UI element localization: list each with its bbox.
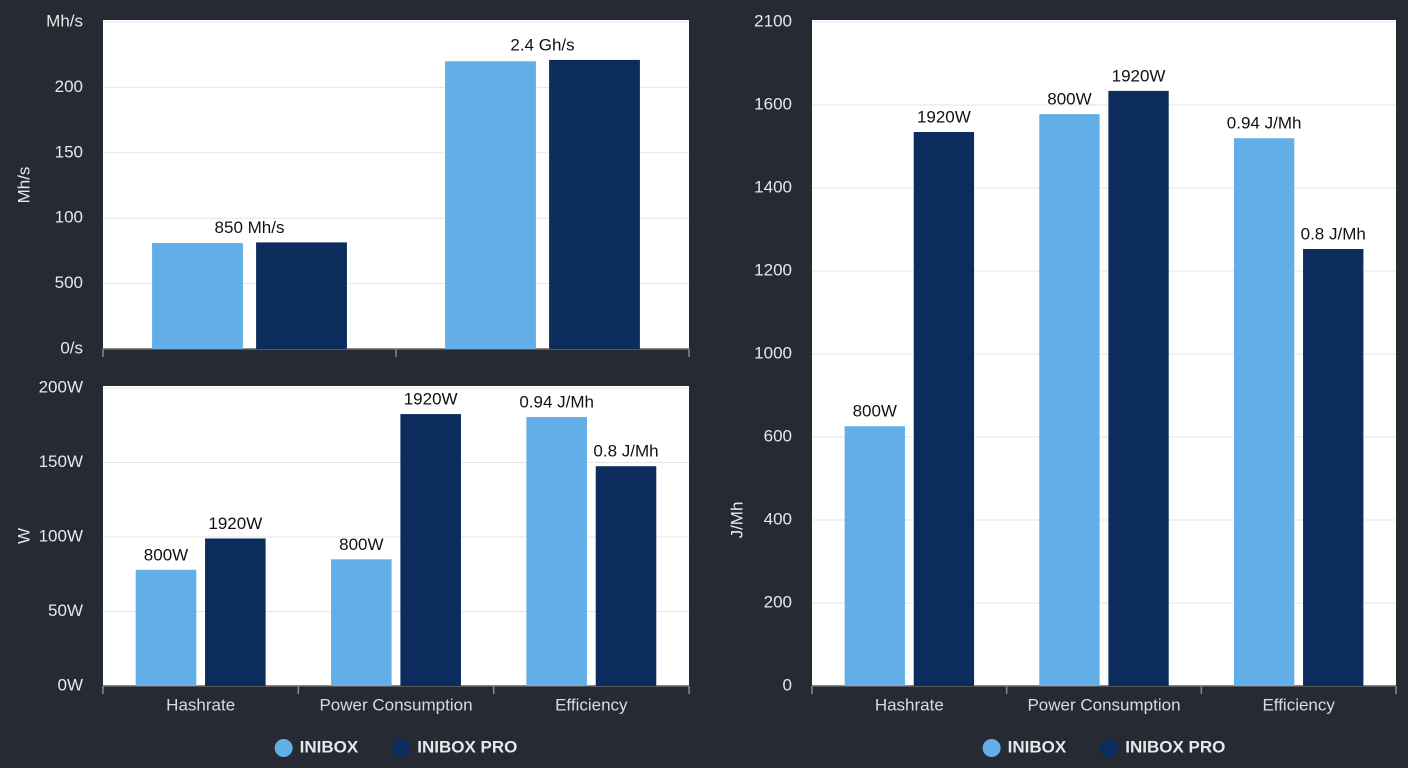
x-tick-label: Power Consumption: [319, 695, 472, 714]
legend-label: INIBOX PRO: [417, 737, 517, 756]
bar-label: 800W: [144, 545, 188, 564]
y-axis-title: J/Mh: [727, 502, 746, 539]
y-tick-label: 1600: [754, 94, 792, 113]
bar-label: 0.8 J/Mh: [1301, 224, 1366, 243]
x-tick-label: Efficiency: [555, 695, 628, 714]
bar-label: 0.94 J/Mh: [1227, 114, 1302, 133]
legend-label: INIBOX: [300, 737, 359, 756]
bar: [1039, 114, 1100, 686]
y-tick-label: 150: [55, 142, 83, 161]
y-tick-label: 400: [764, 509, 792, 528]
bar-label: 1920W: [917, 107, 971, 126]
legend-swatch: [982, 739, 1001, 757]
y-tick-label: 600: [764, 426, 792, 445]
y-tick-label: 500: [55, 273, 83, 292]
legend-swatch: [1100, 739, 1119, 757]
x-tick-label: Power Consumption: [1027, 695, 1180, 714]
y-tick-label: 150W: [39, 452, 83, 471]
legend-label: INIBOX PRO: [1125, 737, 1225, 756]
x-tick-label: Hashrate: [875, 695, 944, 714]
y-tick-label: 100: [55, 208, 83, 227]
bar: [1108, 90, 1169, 686]
bar: [526, 417, 587, 686]
y-tick-label: 100W: [39, 526, 83, 545]
bar: [205, 538, 266, 686]
plot-area: [103, 386, 689, 686]
y-tick-label: 50W: [48, 601, 83, 620]
legend-swatch: [274, 739, 293, 757]
bar: [1303, 249, 1364, 686]
y-tick-label: 0/s: [60, 338, 83, 357]
bar: [913, 131, 975, 687]
bar-label: 0.8 J/Mh: [593, 442, 658, 461]
bar: [331, 559, 392, 686]
bar-label: 800W: [339, 535, 383, 554]
bar-label: 1920W: [404, 390, 458, 409]
y-tick-label: 1000: [754, 343, 792, 362]
bar: [152, 243, 243, 349]
group-label: 2.4 Gh/s: [510, 35, 574, 54]
y-tick-label: 2100: [754, 11, 792, 30]
bar: [400, 414, 461, 686]
y-tick-label: 0: [783, 675, 792, 694]
bar: [445, 61, 536, 350]
legend-label: INIBOX: [1008, 737, 1067, 756]
bar: [135, 569, 197, 686]
bar-label: 1920W: [208, 514, 262, 533]
bar-label: 0.94 J/Mh: [519, 393, 594, 412]
bar-label: 800W: [1047, 90, 1091, 109]
legend-swatch: [392, 739, 411, 757]
bar: [844, 426, 905, 686]
legend: INIBOX INIBOX PRO: [982, 737, 1225, 757]
y-tick-label: 200W: [39, 377, 83, 396]
y-tick-label: 200: [764, 592, 792, 611]
y-axis-title: Mh/s: [14, 167, 33, 204]
x-tick-label: Efficiency: [1262, 695, 1335, 714]
y-tick-label: 1200: [754, 260, 792, 279]
group-label: 850 Mh/s: [215, 218, 285, 237]
bar-label: 1920W: [1112, 66, 1166, 85]
y-tick-label: 200: [55, 77, 83, 96]
bar: [256, 242, 347, 349]
y-axis-title: W: [14, 528, 33, 544]
legend: INIBOX INIBOX PRO: [274, 737, 517, 757]
bar-label: 800W: [853, 402, 897, 421]
x-tick-label: Hashrate: [166, 695, 235, 714]
y-tick-label: 1400: [754, 177, 792, 196]
bar: [549, 59, 640, 349]
bar: [595, 466, 657, 686]
y-tick-label: 0W: [58, 675, 84, 694]
plot-area: [812, 20, 1396, 686]
y-tick-label: Mh/s: [46, 11, 83, 30]
bar: [1233, 138, 1295, 686]
